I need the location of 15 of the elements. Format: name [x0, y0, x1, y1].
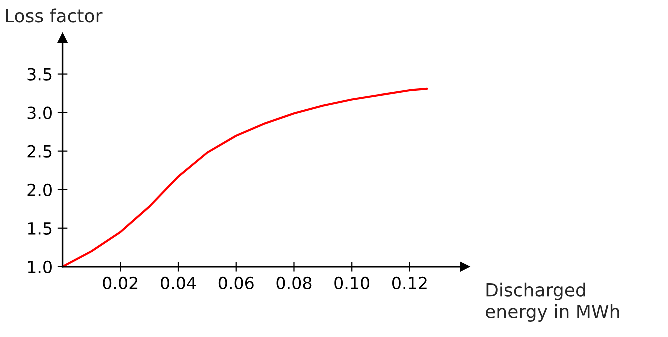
- y-tick-label: 2.0: [28, 184, 52, 196]
- y-axis-title: Loss factor: [6, 8, 103, 23]
- x-tick-label: 0.08: [276, 276, 312, 290]
- y-tick-label: 2.5: [28, 145, 52, 158]
- y-tick-label: 3.0: [28, 106, 52, 120]
- x-tick-label: 0.06: [218, 276, 254, 290]
- y-tick-label: 3.5: [28, 68, 52, 81]
- y-tick-label: 1.5: [28, 222, 52, 235]
- x-tick-label: 0.04: [161, 276, 196, 290]
- x-tick-label: 0.02: [103, 276, 138, 290]
- x-tick-label: 0.10: [334, 276, 370, 290]
- line-series: [62, 88, 428, 267]
- y-tick-label: 1.0: [28, 260, 52, 274]
- x-axis-title: Discharged energy in MWh: [486, 282, 620, 322]
- x-tick-label: 0.12: [392, 276, 427, 290]
